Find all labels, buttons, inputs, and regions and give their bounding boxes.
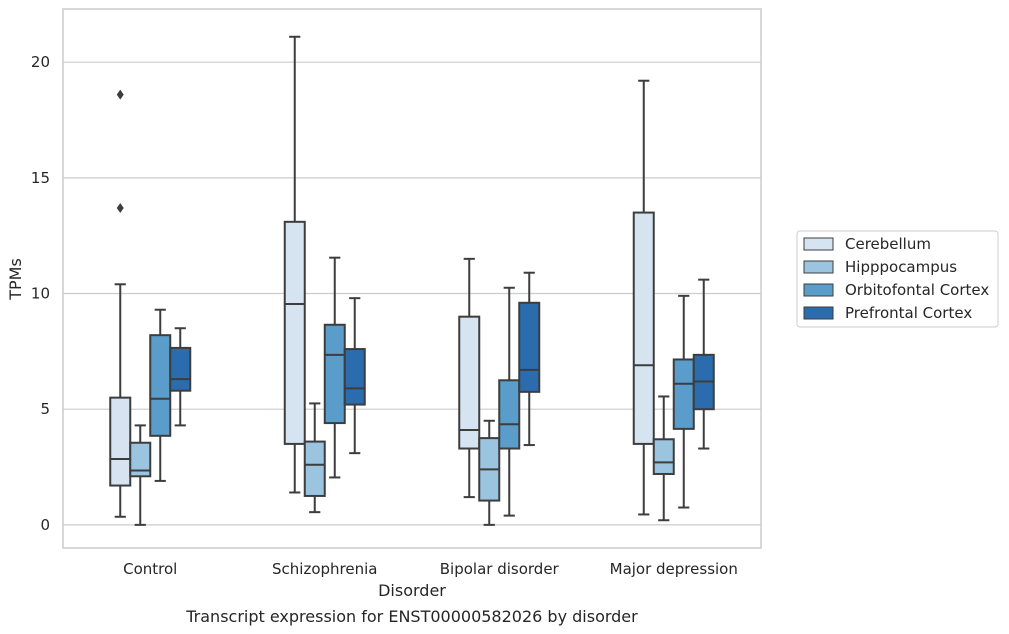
box-prefrontal-cortex xyxy=(169,327,192,427)
x-tick-label: Schizophrenia xyxy=(272,560,377,578)
box-orbitofontal-cortex xyxy=(149,308,172,482)
x-tick-label: Control xyxy=(123,560,177,578)
box-body xyxy=(343,348,366,406)
y-tick-label: 0 xyxy=(40,516,50,534)
box-cerebellum xyxy=(458,257,481,499)
box-cerebellum xyxy=(283,35,306,494)
plot-frame xyxy=(62,8,762,549)
box-cerebellum xyxy=(632,79,655,516)
legend-swatch xyxy=(803,306,834,320)
box-cerebellum xyxy=(109,89,132,518)
box-body xyxy=(672,358,695,430)
box-prefrontal-cortex xyxy=(692,278,715,450)
box-prefrontal-cortex xyxy=(343,297,366,455)
x-tick-label: Bipolar disorder xyxy=(440,560,560,578)
legend: Cerebellum Hipppocampus Orbitofontal Corte… xyxy=(796,230,999,328)
y-tick-label: 10 xyxy=(31,285,50,303)
y-axis-label: TPMs xyxy=(6,258,25,301)
y-tick-label: 15 xyxy=(31,169,50,187)
legend-swatch xyxy=(803,237,834,251)
legend-swatch xyxy=(803,260,834,274)
legend-label: Cerebellum xyxy=(845,235,931,253)
y-tick-label: 5 xyxy=(40,400,50,418)
chart-caption: Transcript expression for ENST0000058202… xyxy=(185,607,638,626)
legend-label: Orbitofontal Cortex xyxy=(845,281,989,299)
legend-swatch xyxy=(803,283,834,297)
legend-frame xyxy=(796,230,999,328)
y-tick-label: 20 xyxy=(31,53,50,71)
box-hipppocampus xyxy=(303,402,326,514)
box-body xyxy=(518,301,541,393)
box-hipppocampus xyxy=(652,395,675,522)
box-hipppocampus xyxy=(129,424,152,526)
box-body xyxy=(169,346,192,392)
box-body xyxy=(458,315,481,450)
box-body xyxy=(323,323,346,425)
legend-label: Hipppocampus xyxy=(845,258,957,276)
box-prefrontal-cortex xyxy=(518,271,541,447)
box-body xyxy=(283,220,306,445)
x-axis-label: Disorder xyxy=(378,581,446,600)
y-axis-ticks: 0 5 10 15 20 xyxy=(31,53,50,534)
box-body xyxy=(129,441,152,478)
box-body xyxy=(632,211,655,445)
x-axis-ticks: Control Schizophrenia Bipolar disorder Majo… xyxy=(123,560,738,578)
box-body xyxy=(149,334,172,437)
box-orbitofontal-cortex xyxy=(323,256,346,479)
x-tick-label: Major depression xyxy=(610,560,738,578)
box-plot-series xyxy=(109,35,715,526)
box-body xyxy=(652,438,675,475)
box-orbitofontal-cortex xyxy=(498,286,521,517)
box-orbitofontal-cortex xyxy=(672,294,695,509)
outlier-marker xyxy=(116,202,124,213)
outlier-marker xyxy=(116,89,124,100)
box-hipppocampus xyxy=(478,419,501,526)
box-body xyxy=(109,396,132,487)
box-body xyxy=(303,440,326,497)
box-body xyxy=(498,379,521,450)
legend-label: Prefrontal Cortex xyxy=(845,304,972,322)
